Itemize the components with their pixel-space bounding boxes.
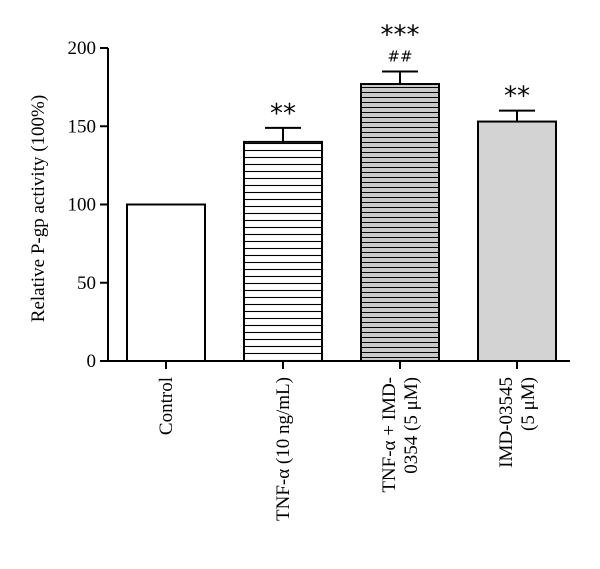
y-tick-label: 0 [87,351,97,372]
category-label: TNF-α (10 ng/mL) [273,377,294,521]
category-label: (5 μM) [518,377,539,431]
significance-marker: ** [270,99,296,129]
y-tick-label: 100 [68,195,97,216]
y-tick-label: 200 [68,38,97,59]
labels: **##*****Control TNF-α (10 ng/mL) TNF-α + … [156,20,539,521]
y-tick-label: 150 [68,116,97,137]
y-axis-title: Relative P-gp activity (100%) [28,95,49,322]
y-tick-label: 50 [77,273,96,294]
bar [360,82,440,363]
hash-marker: ## [387,47,412,65]
significance-marker: *** [381,20,420,50]
bar [477,120,557,363]
category-label: TNF-α + IMD- [379,377,400,493]
bar [126,203,206,362]
bars [126,70,557,363]
axes: 0 50 100 150 200 Relative P-gp activity (100%… [28,38,570,372]
bar [243,140,323,362]
significance-marker: ** [504,82,530,112]
category-label: 0354 (5 μM) [401,377,422,474]
category-label: Control [156,377,177,435]
category-label: IMD-03545 [496,377,517,468]
